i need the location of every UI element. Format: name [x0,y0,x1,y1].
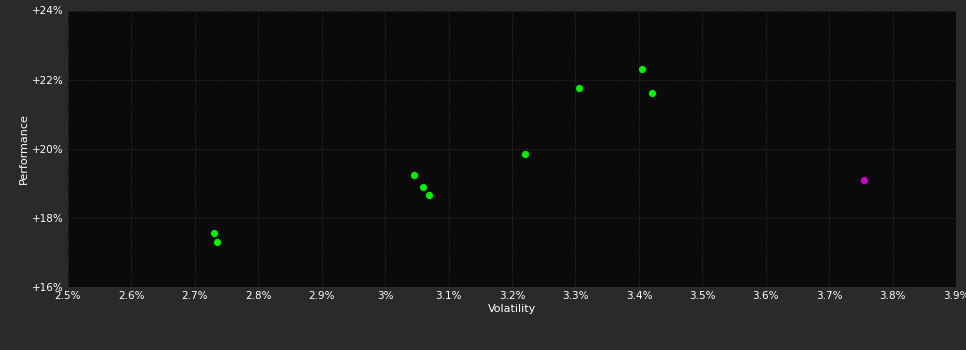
Point [422,193,438,198]
Y-axis label: Performance: Performance [19,113,29,184]
Point [517,151,532,157]
Point [644,91,660,96]
Point [209,239,224,245]
Point [415,185,431,190]
X-axis label: Volatility: Volatility [488,304,536,314]
Point [206,231,221,236]
Point [857,177,872,183]
Point [571,85,586,91]
Point [406,172,421,177]
Point [635,66,650,72]
